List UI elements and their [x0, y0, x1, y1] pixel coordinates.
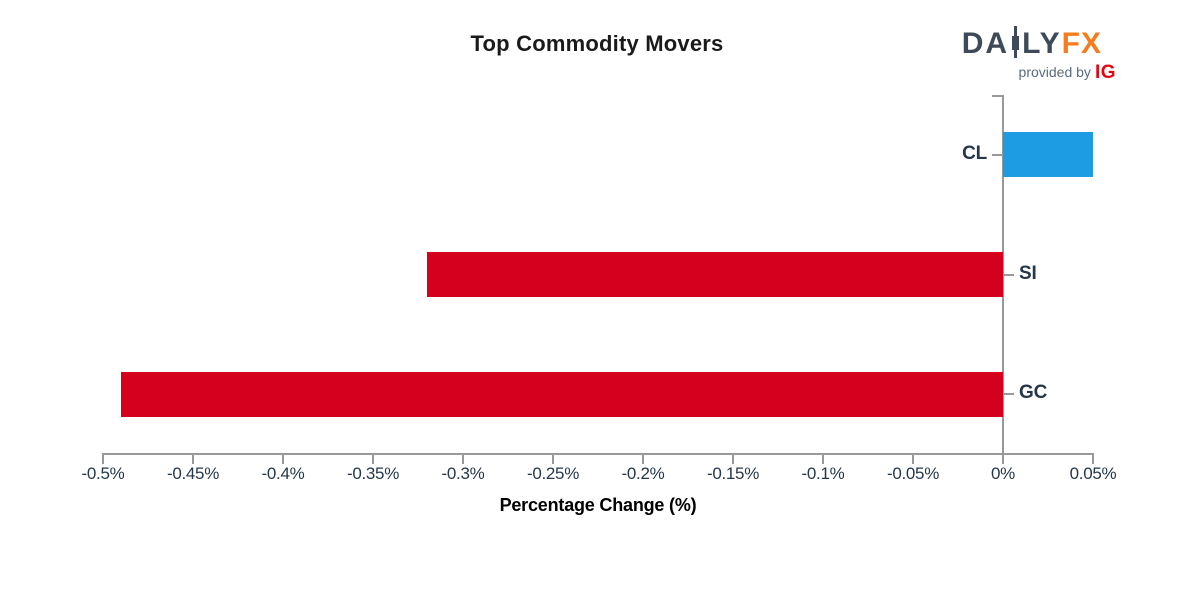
chart-title: Top Commodity Movers — [470, 31, 724, 56]
x-tick-label: -0.1% — [801, 464, 845, 483]
category-label-cl: CL — [962, 142, 987, 164]
logo-provided-by: provided by IG — [962, 62, 1116, 84]
x-tick-label: -0.4% — [261, 464, 305, 483]
x-tick-label: -0.05% — [886, 464, 940, 483]
x-tick — [822, 455, 824, 464]
bar-si — [427, 252, 1003, 297]
dailyfx-logo: DA LYFX provided by IG — [962, 26, 1115, 84]
provided-by-text: provided by — [1018, 64, 1091, 80]
x-tick — [552, 455, 554, 464]
category-tick — [1004, 273, 1014, 276]
category-label-gc: GC — [1019, 382, 1048, 404]
x-axis-title: Percentage Change (%) — [499, 495, 697, 515]
x-tick-label: -0.35% — [346, 464, 400, 483]
logo-text-da: DA — [961, 27, 1010, 60]
x-axis-line — [102, 453, 1094, 455]
x-tick — [1092, 455, 1094, 464]
x-tick — [912, 455, 914, 464]
dailyfx-wordmark: DA LYFX — [962, 26, 1102, 59]
x-tick-label: -0.3% — [441, 464, 485, 483]
category-tick — [1004, 393, 1014, 396]
zero-axis-cap — [992, 95, 1003, 97]
category-tick — [992, 153, 1002, 156]
category-label-si: SI — [1019, 262, 1037, 284]
x-tick — [1002, 455, 1004, 464]
plot-area: CL SI GC -0.5% -0.45% -0.4% -0.35% -0.3% -0.25% -… — [82, 95, 1117, 483]
x-tick-label: -0.2% — [621, 464, 665, 483]
bar-cl — [1003, 132, 1093, 178]
x-tick — [282, 455, 284, 464]
x-tick-label: -0.5% — [81, 464, 125, 483]
logo-text-fx: FX — [1061, 27, 1102, 60]
x-tick-label: -0.45% — [166, 464, 220, 483]
x-tick-label: -0.25% — [526, 464, 580, 483]
logo-text-ly: LY — [1022, 27, 1062, 60]
x-tick-label: 0% — [991, 464, 1015, 483]
x-tick-label: 0.05% — [1069, 464, 1117, 483]
zero-axis-line — [1002, 95, 1004, 454]
x-tick — [372, 455, 374, 464]
ig-logo-text: IG — [1094, 62, 1116, 83]
candlestick-icon — [1011, 26, 1020, 58]
bar-gc — [121, 371, 1003, 417]
x-tick — [732, 455, 734, 464]
x-tick — [462, 455, 464, 464]
x-tick — [642, 455, 644, 464]
x-tick — [102, 455, 104, 464]
x-tick-label: -0.15% — [706, 464, 760, 483]
x-tick — [192, 455, 194, 464]
